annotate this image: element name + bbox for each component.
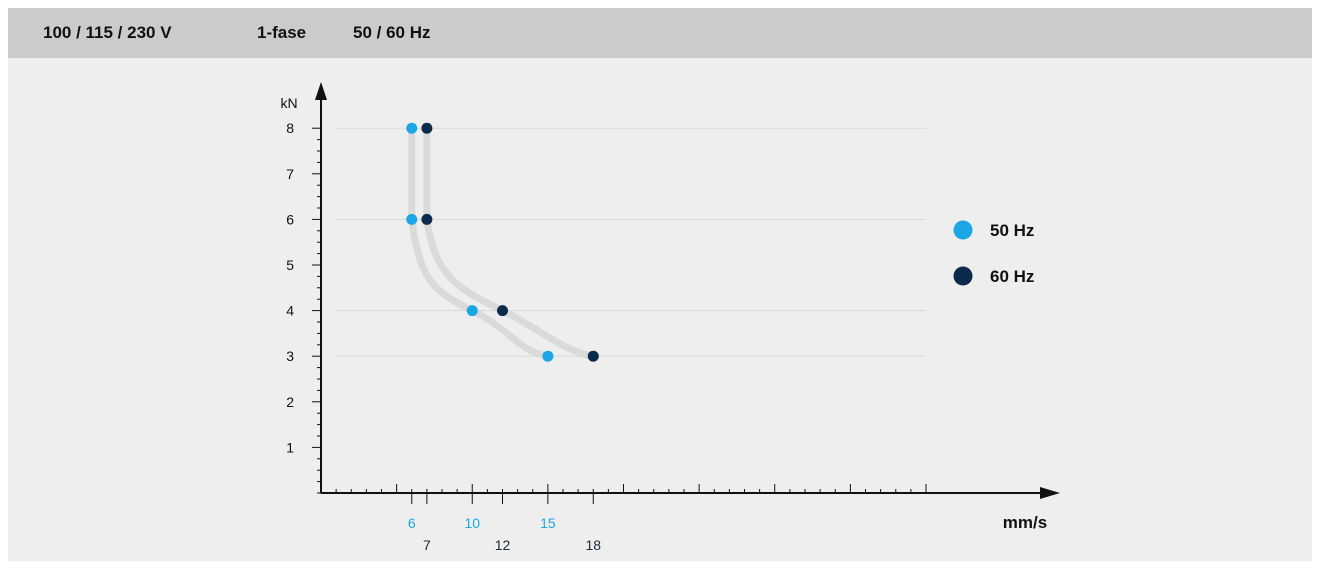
x-tick-label: 6 xyxy=(408,515,416,531)
spec-header: 100 / 115 / 230 V 1-fase 50 / 60 Hz xyxy=(8,8,1312,58)
data-point xyxy=(542,350,554,362)
legend-marker-icon xyxy=(953,266,973,286)
curve-band xyxy=(423,124,597,360)
legend-marker-icon xyxy=(953,220,973,240)
y-tick-label: 1 xyxy=(286,439,294,455)
y-tick-label: 8 xyxy=(286,120,294,136)
x-tick-label: 12 xyxy=(495,537,511,553)
data-point xyxy=(421,122,433,134)
data-point xyxy=(497,305,508,317)
legend-label: 50 Hz xyxy=(990,221,1034,240)
phase-spec: 1-fase xyxy=(257,23,307,42)
legend: 50 Hz 60 Hz xyxy=(953,220,1034,286)
x-axis-arrow-icon xyxy=(1040,487,1060,499)
data-point xyxy=(421,213,433,225)
chart-card: 100 / 115 / 230 V 1-fase 50 / 60 Hz xyxy=(8,8,1312,561)
y-tick-label: 6 xyxy=(286,211,294,227)
y-tick-label: 5 xyxy=(286,257,294,273)
legend-label: 60 Hz xyxy=(990,267,1034,286)
x-tick-label: 10 xyxy=(464,515,480,531)
x-axis-label: mm/s xyxy=(1003,513,1047,532)
voltage-spec: 100 / 115 / 230 V xyxy=(43,23,172,42)
data-points xyxy=(406,122,599,362)
y-tick-label: 7 xyxy=(286,166,294,182)
y-axis-label: kN xyxy=(280,95,297,111)
x-tick-label: 7 xyxy=(423,537,431,553)
curves xyxy=(408,124,597,360)
y-tick-label: 2 xyxy=(286,394,294,410)
y-tick-label: 4 xyxy=(286,303,294,319)
y-axis-arrow-icon xyxy=(315,82,327,100)
frequency-spec: 50 / 60 Hz xyxy=(353,23,431,42)
grid-lines xyxy=(335,127,926,357)
y-tick-label: 3 xyxy=(286,348,294,364)
data-point xyxy=(466,305,478,317)
data-point xyxy=(406,213,418,225)
x-tick-label: 15 xyxy=(540,515,556,531)
data-point xyxy=(406,122,418,134)
x-tick-label: 18 xyxy=(585,537,601,553)
data-point xyxy=(587,350,599,362)
